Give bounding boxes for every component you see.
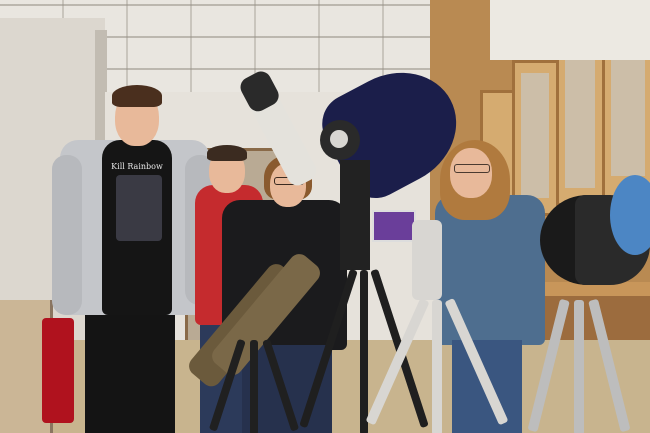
- shirt-print: Kill Rainbow: [111, 162, 163, 171]
- cabinet-door: [512, 60, 560, 216]
- tripod-leg: [574, 300, 584, 433]
- left-arm: [52, 155, 82, 315]
- ceiling-vent-box: [490, 0, 650, 60]
- person-left-grey-jacket: Kill Rainbow: [50, 85, 220, 433]
- black-pants: [85, 300, 175, 433]
- purple-book: [372, 210, 416, 242]
- countertop: [510, 282, 650, 296]
- tripod-leg: [250, 340, 258, 433]
- blue-globe: [610, 175, 650, 255]
- focuser-knob: [330, 130, 348, 148]
- sct-telescope: [311, 51, 477, 215]
- glasses: [454, 164, 490, 173]
- tripod-leg: [360, 270, 368, 433]
- hair: [207, 145, 247, 161]
- shirt-graphic: [116, 175, 162, 241]
- black-tshirt: Kill Rainbow: [102, 140, 172, 315]
- red-cloth: [42, 318, 74, 423]
- tripod-leg: [432, 300, 442, 433]
- silver-mount-head: [412, 220, 442, 300]
- face: [450, 148, 492, 198]
- fork-mount: [340, 160, 370, 270]
- hair: [112, 85, 162, 107]
